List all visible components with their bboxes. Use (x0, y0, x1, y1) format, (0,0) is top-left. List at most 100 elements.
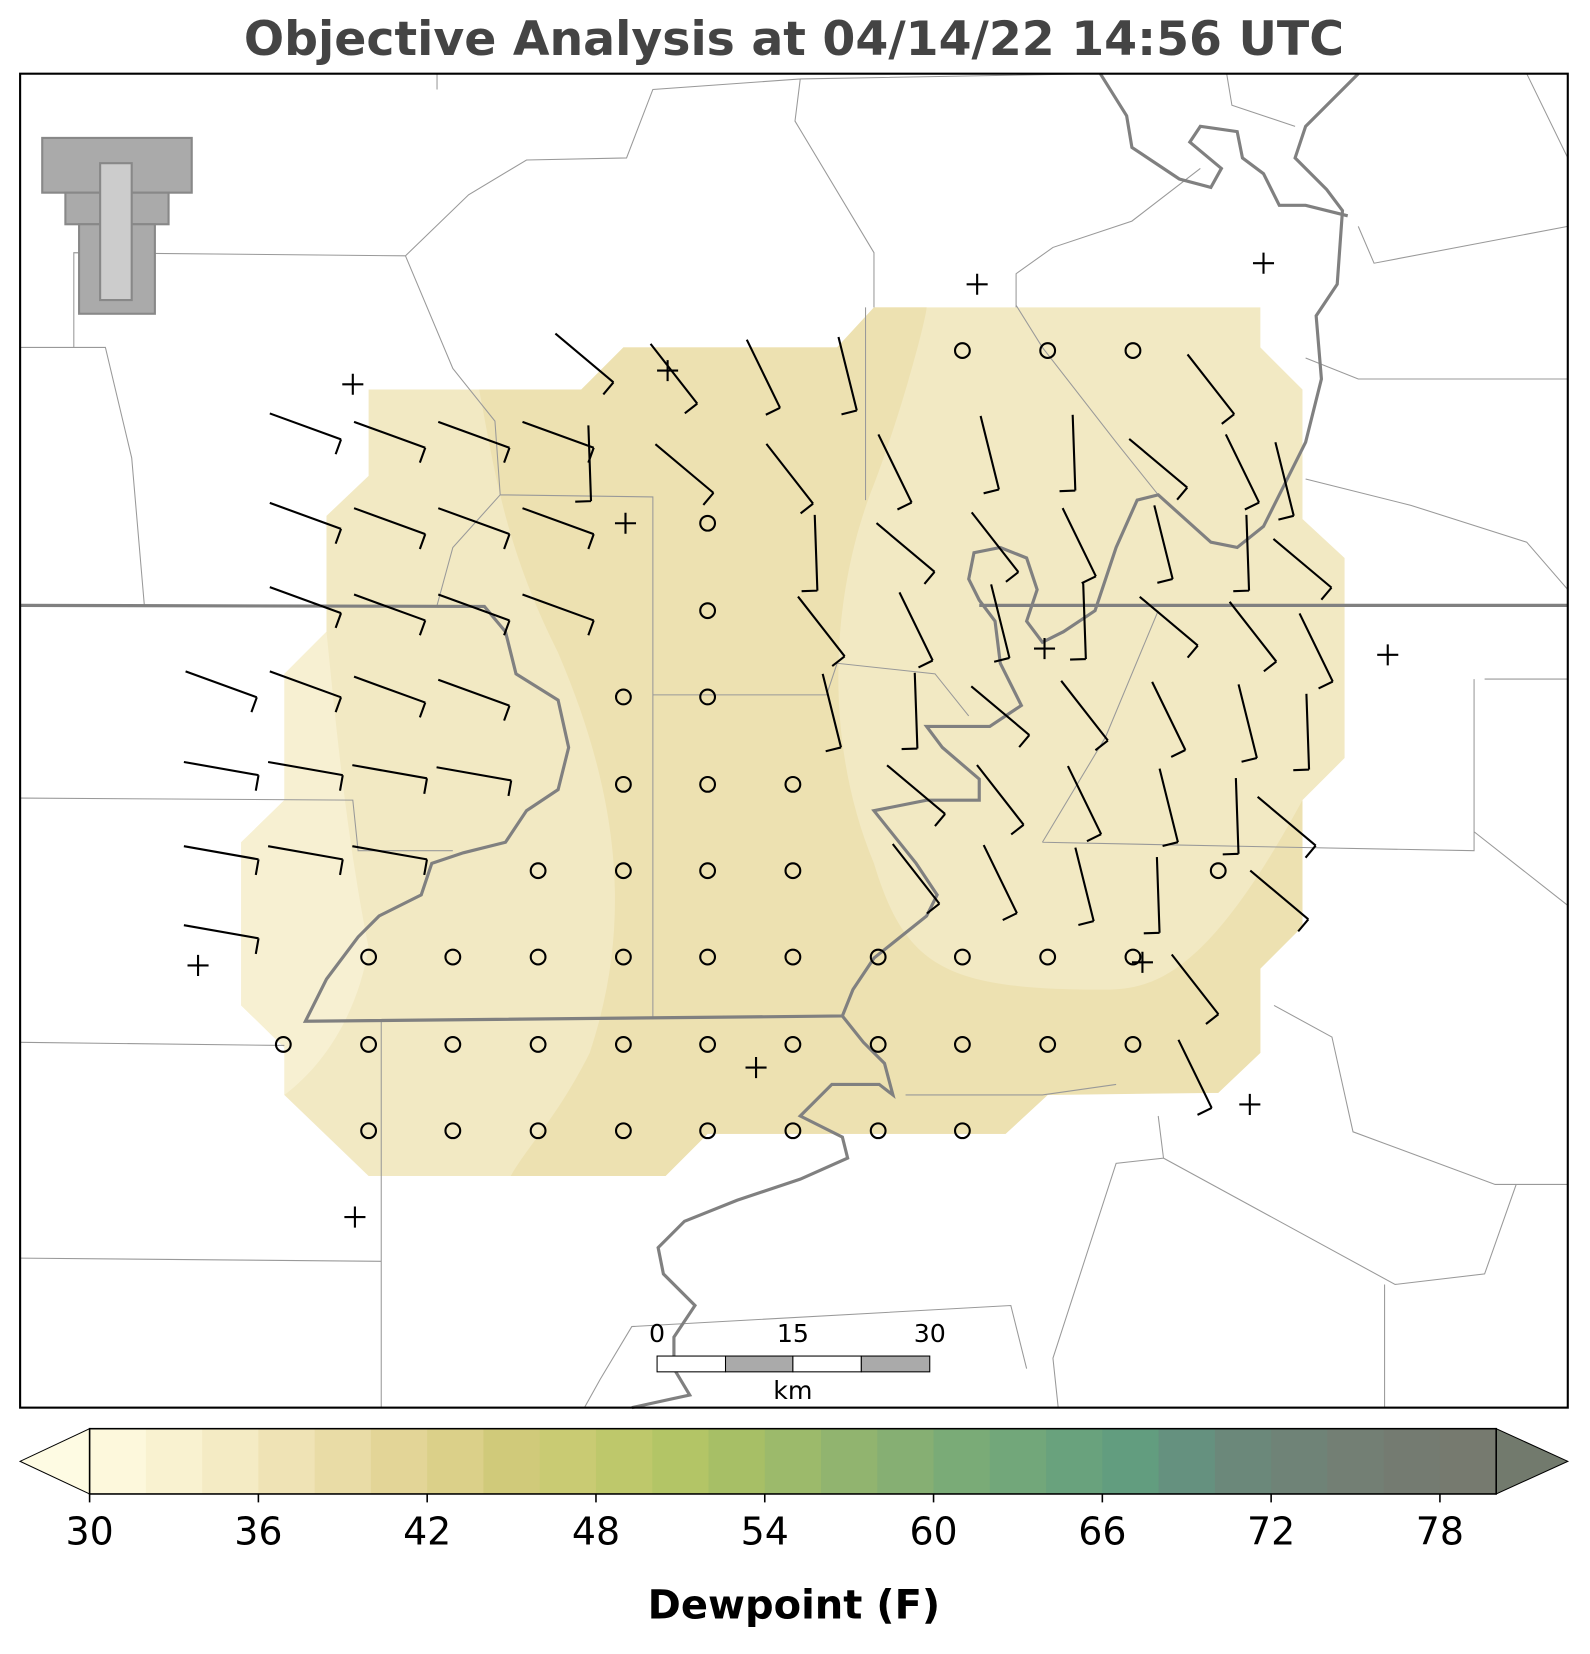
colorbar-bin (89, 1428, 147, 1494)
wind-barb (183, 924, 260, 955)
colorbar-over (1495, 1427, 1570, 1495)
wind-barb (1233, 514, 1251, 593)
colorbar-bin (595, 1428, 653, 1494)
wind-barb (1059, 414, 1077, 493)
colorbar-bin (764, 1428, 822, 1494)
wind-barb (970, 511, 1020, 583)
wind-barb (1066, 765, 1103, 843)
wind-barb (1298, 612, 1334, 690)
station-calm (953, 1122, 971, 1140)
wind-barb (901, 672, 919, 751)
wind-barb (1249, 869, 1310, 933)
colorbar-bin (370, 1428, 428, 1494)
wind-barb (1070, 583, 1087, 661)
colorbar-bin (145, 1428, 203, 1494)
station-missing (344, 1206, 366, 1228)
colorbar-tick-label: 48 (572, 1509, 620, 1553)
station-calm (953, 1035, 971, 1053)
wind-barb (522, 507, 595, 550)
colorbar-tick-label: 60 (909, 1509, 957, 1553)
wind-barb (1151, 681, 1187, 758)
colorbar-tick-label: 36 (234, 1509, 282, 1553)
station-missing (1377, 644, 1399, 666)
wind-barb (269, 670, 343, 713)
colorbar-bin (202, 1428, 259, 1494)
station-missing (745, 1057, 767, 1079)
station-calm (1039, 1035, 1057, 1053)
wind-barb (970, 685, 1031, 748)
station-calm (699, 862, 717, 880)
stations (183, 252, 1399, 1228)
station-calm (274, 1035, 292, 1053)
wind-barb (437, 593, 511, 636)
station-calm (784, 948, 802, 966)
wind-barb (352, 845, 429, 876)
scale-label: 0 (649, 1319, 665, 1348)
station-calm (614, 862, 632, 880)
wind-barb (436, 766, 513, 797)
colorbar-bin (821, 1428, 878, 1494)
wind-barb (1061, 507, 1097, 585)
station-calm (444, 948, 462, 966)
station-calm (360, 1122, 378, 1140)
station-missing (187, 954, 209, 976)
wind-barb (1177, 1039, 1213, 1116)
wind-barb (1158, 768, 1179, 848)
wind-barb (269, 586, 343, 629)
colorbar-frame (88, 1427, 1497, 1495)
wind-barb (1153, 505, 1174, 584)
scale-unit: km (773, 1376, 812, 1405)
colorbar-tick-label: 72 (1247, 1509, 1295, 1553)
wind-barb (437, 678, 511, 721)
station-calm (869, 948, 887, 966)
colorbar-bin (1383, 1428, 1441, 1494)
wind-barb (269, 412, 343, 455)
colorbar-bin (314, 1428, 372, 1494)
station-calm (529, 948, 547, 966)
county-borders (20, 73, 1569, 1408)
station-calm (699, 775, 717, 793)
colorbar-bin (427, 1428, 484, 1494)
colorbar-bin (1439, 1428, 1497, 1494)
wind-barb (1293, 693, 1311, 772)
station-calm (360, 1035, 378, 1053)
wind-barb (982, 844, 1018, 922)
station-missing (342, 373, 364, 395)
wind-barb (1237, 684, 1258, 763)
wind-barb (183, 760, 260, 791)
wind-barb (797, 595, 846, 667)
station-calm (699, 1035, 717, 1053)
colorbar-bin (1327, 1428, 1385, 1494)
station-calm (614, 688, 632, 706)
station-calm (699, 514, 717, 532)
map-frame (19, 72, 1569, 1409)
station-calm (784, 862, 802, 880)
logo (41, 136, 193, 315)
scale-label: 30 (914, 1319, 946, 1348)
wind-barb (522, 593, 595, 636)
wind-barb (1060, 680, 1109, 752)
station-missing (657, 360, 679, 382)
colorbar-bin (258, 1428, 316, 1494)
colorbar-bin (877, 1428, 935, 1494)
station-missing (1033, 638, 1056, 660)
station-calm (869, 1122, 887, 1140)
wind-barb (269, 501, 343, 545)
station-calm (784, 1035, 802, 1053)
station-calm (699, 1122, 717, 1140)
wind-barb (437, 420, 511, 463)
wind-barb (1222, 778, 1240, 856)
station-calm (1124, 342, 1142, 360)
wind-barb (1274, 442, 1295, 521)
station-missing (1252, 252, 1275, 274)
station-calm (784, 775, 802, 793)
wind-barb (649, 343, 699, 415)
scale-label: 15 (777, 1319, 809, 1348)
wind-barb (765, 443, 814, 515)
analysis-shading-dry (241, 631, 369, 1095)
wind-barb (353, 675, 427, 718)
wind-barb (353, 507, 427, 550)
station-calm (360, 948, 378, 966)
wind-barb (352, 764, 429, 795)
